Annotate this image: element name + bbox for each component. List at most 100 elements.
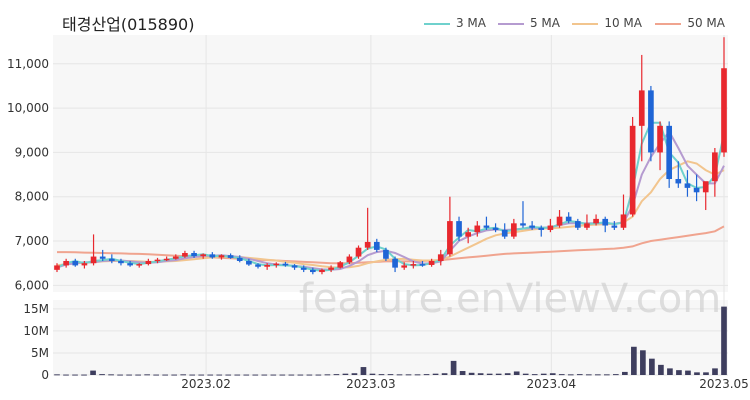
x-tick-label: 2023.03 <box>346 377 396 391</box>
candle-down <box>246 260 252 265</box>
x-tick-label: 2023.04 <box>527 377 577 391</box>
candle-up <box>200 254 207 257</box>
candle-up <box>474 225 481 233</box>
ma50-line <box>57 225 725 265</box>
volume-bar <box>567 374 574 376</box>
candle-up <box>428 260 435 265</box>
volume-bar <box>396 374 403 376</box>
volume-tick-label: 10M <box>23 324 49 338</box>
volume-bar <box>342 373 349 375</box>
candle-down <box>483 225 490 228</box>
volume-bar <box>369 373 376 375</box>
price-tick-label: 9,000 <box>15 145 49 159</box>
price-tick-label: 7,000 <box>15 234 49 248</box>
candle-down <box>675 179 682 184</box>
price-tick-label: 11,000 <box>7 57 49 71</box>
volume-bar <box>513 371 520 375</box>
candle-down <box>227 255 234 258</box>
volume-bar <box>405 374 412 376</box>
volume-bar <box>108 374 114 376</box>
legend-swatch <box>497 22 524 25</box>
candle-up <box>401 265 408 268</box>
candle-up <box>702 181 709 193</box>
volume-bar <box>450 360 457 375</box>
volume-bar <box>72 374 78 376</box>
legend-item-ma10: 10 MA <box>572 16 642 30</box>
volume-bar <box>81 374 87 376</box>
candle-up <box>355 247 362 257</box>
volume-bar <box>667 368 673 375</box>
candle-up <box>63 260 69 266</box>
volume-bar <box>387 374 394 376</box>
volume-bar <box>468 372 475 375</box>
candle-down <box>492 227 499 230</box>
volume-bar <box>549 373 556 375</box>
candle-down <box>255 264 261 267</box>
volume-bar <box>288 374 295 376</box>
price-tick-label: 8,000 <box>15 190 49 204</box>
legend-label: 5 MA <box>529 16 560 30</box>
volume-bar <box>585 374 592 376</box>
volume-bar <box>540 373 547 375</box>
candle-up <box>154 259 161 262</box>
candle-down <box>72 260 79 266</box>
candle-up <box>54 265 60 270</box>
volume-bar <box>261 374 268 376</box>
volume-bar <box>234 374 241 376</box>
candle-down <box>236 257 243 261</box>
volume-bar <box>207 374 214 376</box>
volume-bar <box>216 374 223 376</box>
volume-bar <box>198 374 205 376</box>
candle-down <box>611 225 618 228</box>
candle-up <box>182 253 188 257</box>
volume-bar <box>694 372 700 375</box>
volume-bar <box>522 373 529 375</box>
volume-bar <box>351 373 358 375</box>
candle-down <box>574 221 581 228</box>
candle-up <box>629 125 636 215</box>
legend-item-ma3: 3 MA <box>423 16 486 30</box>
candle-up <box>657 125 663 153</box>
legend-label: 10 MA <box>604 16 642 30</box>
candle-down <box>291 265 298 268</box>
volume-bar <box>441 373 448 375</box>
volume-bar <box>576 374 583 376</box>
candle-down <box>209 254 216 258</box>
candle-down <box>419 264 426 266</box>
candle-down <box>538 227 545 230</box>
volume-bar <box>712 368 718 375</box>
volume-bar <box>252 374 259 376</box>
volume-bar <box>432 373 439 375</box>
candle-up <box>437 254 444 261</box>
candle-up <box>337 262 344 268</box>
candle-down <box>310 269 316 273</box>
candle-down <box>529 225 535 228</box>
volume-bar <box>333 374 340 376</box>
candle-up <box>556 216 563 226</box>
candle-down <box>392 258 398 268</box>
legend-swatch <box>655 22 682 25</box>
candle-down <box>520 223 526 226</box>
volume-bar <box>613 374 619 376</box>
volume-bar <box>603 374 610 376</box>
candle-down <box>108 258 115 261</box>
volume-bar <box>306 374 313 376</box>
volume-bar <box>477 373 484 375</box>
candle-up <box>319 269 325 273</box>
candle-up <box>136 264 143 266</box>
candle-down <box>118 260 124 264</box>
volume-bar <box>171 374 178 376</box>
volume-bar <box>658 364 664 375</box>
volume-bar <box>459 371 466 375</box>
volume-bar <box>631 346 637 375</box>
candle-up <box>218 255 225 258</box>
volume-bar <box>504 373 511 375</box>
x-tick-label: 2023.05 <box>699 377 749 391</box>
candle-up <box>547 225 554 230</box>
volume-bar <box>721 306 727 375</box>
candle-up <box>145 260 152 265</box>
chart-legend: 3 MA 5 MA 10 MA 50 MA <box>10 16 750 36</box>
candle-down <box>666 125 673 180</box>
volume-bar <box>360 367 367 375</box>
